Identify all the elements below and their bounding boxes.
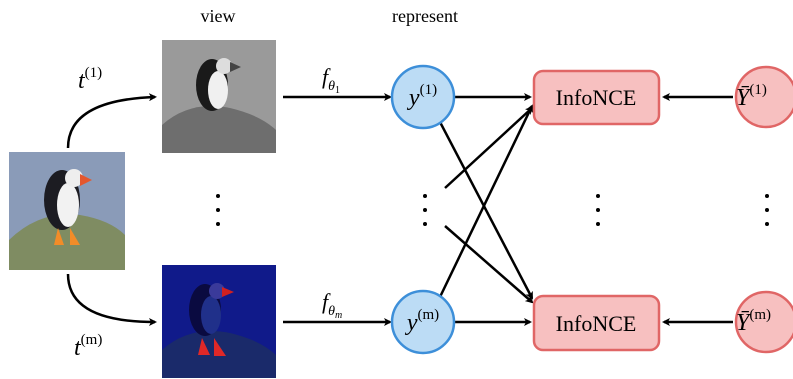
superscript: (m) [417, 307, 439, 323]
arrow [445, 226, 532, 302]
subscript: m [335, 310, 342, 321]
subscript: 1 [335, 85, 340, 96]
transform-label: t(m) [74, 332, 102, 361]
view-image [162, 265, 276, 378]
diagram: view represent t(1) t(m) fθ1 fθm [0, 0, 793, 379]
arrow [68, 274, 155, 322]
superscript: (1) [749, 82, 767, 98]
column-header: represent [392, 6, 458, 26]
symbol: y [405, 310, 418, 336]
arrow [445, 108, 532, 188]
symbol: y [407, 85, 420, 111]
encoder-label: fθm [322, 289, 342, 321]
source-image [9, 152, 125, 270]
superscript: (1) [85, 65, 103, 81]
arrow [440, 122, 532, 298]
view-image [162, 40, 276, 153]
encoder-label: fθ1 [322, 64, 340, 96]
loss-label: InfoNCE [556, 85, 637, 110]
superscript: (1) [420, 82, 438, 98]
loss-label: InfoNCE [556, 311, 637, 336]
arrow [440, 106, 532, 297]
column-header: view [201, 6, 236, 26]
transform-label: t(1) [78, 65, 102, 94]
arrow [68, 97, 155, 148]
superscript: (m) [81, 332, 103, 348]
superscript: (m) [749, 307, 771, 323]
